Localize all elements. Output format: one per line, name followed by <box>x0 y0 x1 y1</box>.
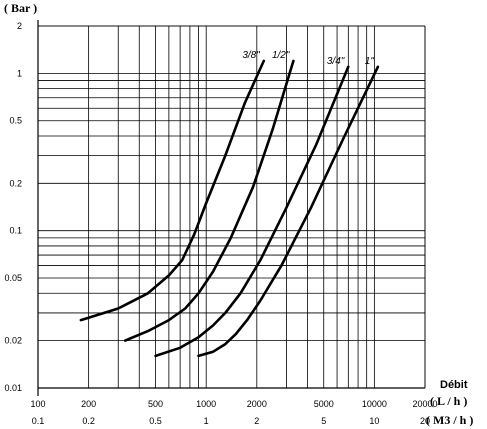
y-axis-unit: ( Bar ) <box>4 1 37 15</box>
y-tick-label: 0.2 <box>9 178 22 188</box>
series-label: 1/2" <box>272 50 290 61</box>
x-tick-label-secondary: 0.5 <box>149 416 162 426</box>
x-tick-label-secondary: 20 <box>420 416 430 426</box>
y-tick-label: 0.05 <box>4 273 22 283</box>
x-tick-label-secondary: 2 <box>254 416 259 426</box>
x-axis-unit-primary: ( L / h ) <box>430 394 467 408</box>
x-axis-title: Débit <box>440 379 468 391</box>
x-tick-label: 200 <box>81 399 96 409</box>
y-tick-label: 0.5 <box>9 116 22 126</box>
y-tick-label: 2 <box>17 21 22 31</box>
series-line <box>123 59 295 342</box>
y-axis-ticks: 2 1 0.5 0.2 0.1 0.05 0.02 0.01 <box>4 21 22 393</box>
x-tick-label-secondary: 0.1 <box>32 416 45 426</box>
x-tick-label: 5000 <box>314 399 334 409</box>
x-tick-label-secondary: 1 <box>204 416 209 426</box>
x-tick-label-secondary: 5 <box>321 416 326 426</box>
x-axis-ticks: 100 0.1 200 0.2 500 0.5 1000 1 2000 2 5000 5 10000 10… <box>30 399 437 426</box>
series-line <box>154 65 350 358</box>
y-tick-label: 0.02 <box>4 336 22 346</box>
y-tick-label: 0.1 <box>9 226 22 236</box>
series-line <box>197 65 380 358</box>
y-tick-label: 0.01 <box>4 383 22 393</box>
series-label: 3/4" <box>327 56 345 67</box>
x-tick-label: 20000 <box>412 399 437 409</box>
series-label: 1" <box>365 56 375 67</box>
series-line <box>79 59 266 322</box>
x-tick-label: 1000 <box>196 399 216 409</box>
y-tick-label: 1 <box>17 68 22 78</box>
x-tick-label: 100 <box>30 399 45 409</box>
x-tick-label: 10000 <box>362 399 387 409</box>
chart-series: 3/8" 1/2" 3/4" 1" <box>79 50 380 358</box>
x-tick-label-secondary: 0.2 <box>82 416 95 426</box>
series-label: 3/8" <box>242 50 260 61</box>
x-tick-label-secondary: 10 <box>369 416 379 426</box>
x-axis-unit-secondary: ( M3 / h ) <box>426 413 473 427</box>
x-tick-label: 500 <box>148 399 163 409</box>
x-tick-label: 2000 <box>247 399 267 409</box>
